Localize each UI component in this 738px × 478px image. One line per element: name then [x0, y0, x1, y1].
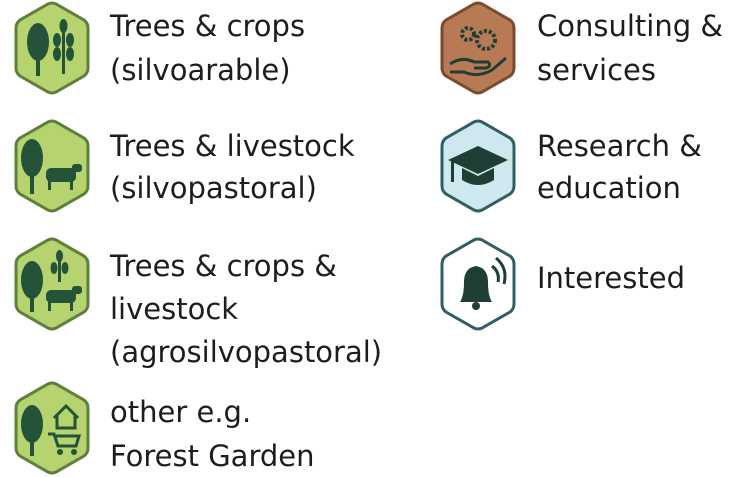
label-line: Interested: [537, 261, 685, 295]
label-line: services: [537, 53, 656, 87]
icon-silvopastoral: [14, 119, 90, 213]
icon-forest-garden: [14, 381, 90, 475]
icon-silvoarable: [14, 1, 90, 95]
label-line: Trees & crops &: [109, 249, 337, 283]
item-label: Trees & crops (silvoarable) Trees & live…: [109, 9, 723, 473]
icon-interested: [440, 237, 516, 331]
label-line: Trees & livestock: [109, 129, 355, 163]
label-line: livestock: [110, 292, 238, 326]
label-line: (silvopastoral): [110, 171, 317, 205]
icon-consulting: [440, 1, 516, 95]
label-line: other e.g.: [110, 395, 251, 429]
label-line: (agrosilvopastoral): [110, 335, 382, 369]
label-line: Research &: [537, 129, 702, 163]
label-line: Consulting &: [537, 9, 723, 43]
icon-research: [440, 119, 516, 213]
label-line: (silvoarable): [110, 53, 291, 87]
label-line: Trees & crops: [109, 9, 305, 43]
icon-agrosilvopastoral: [14, 237, 90, 331]
label-line: Forest Garden: [110, 439, 315, 473]
label-line: education: [537, 171, 681, 205]
